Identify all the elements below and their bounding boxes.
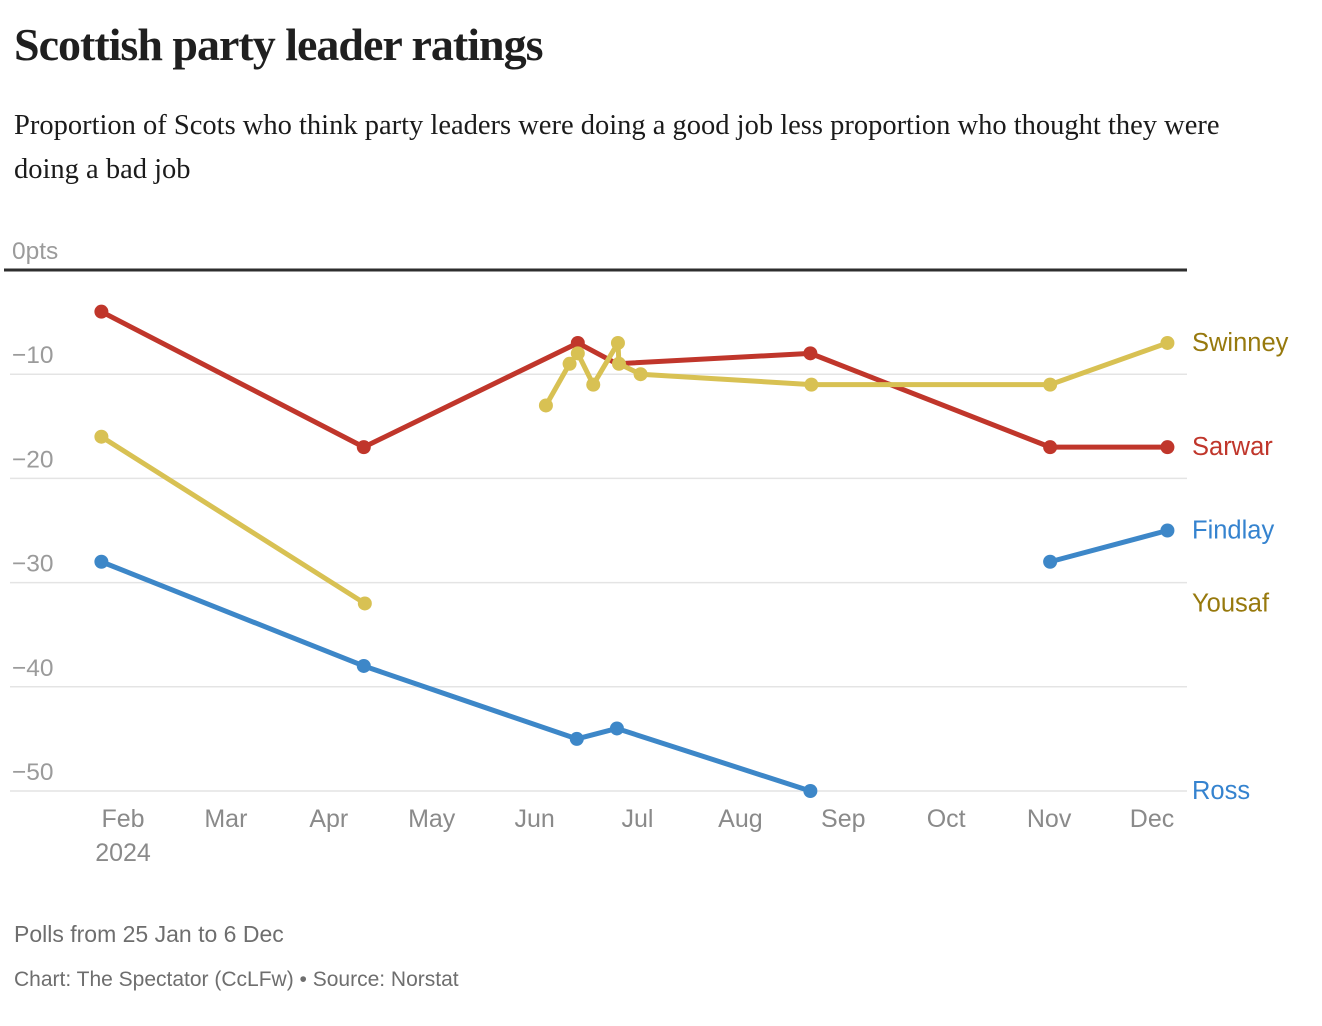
y-tick-label: −40 [12,655,54,682]
x-tick-label: Feb [101,805,144,833]
x-tick-label: Apr [309,805,348,833]
data-point-swinney [586,377,601,392]
series-line-ross [98,559,813,794]
x-tick-label: Jul [622,805,654,833]
data-point-ross [569,731,584,746]
series-label-yousaf: Yousaf [1192,589,1270,617]
series-label-findlay: Findlay [1192,517,1274,545]
data-point-swinney [633,367,648,382]
y-tick-label: −10 [12,342,54,369]
x-axis-year-label: 2024 [95,839,151,867]
data-point-swinney [611,356,626,371]
x-tick-label: Dec [1130,805,1174,833]
y-tick-label: −50 [12,759,54,786]
series-line-sarwar [98,309,1170,450]
y-tick-label: −30 [12,551,54,578]
line-chart: 0pts −10 −20 −30 −40 −50 Feb Mar Apr May Jun Jul Aug… [4,238,1289,867]
data-point-sarwar [356,440,371,455]
data-point-swinney [570,346,585,361]
data-point-ross [609,721,624,736]
data-point-swinney [1160,335,1175,350]
data-point-swinney [804,377,819,392]
series-line-yousaf [98,434,368,606]
x-tick-label: May [408,805,456,833]
data-point-sarwar [94,304,109,319]
data-point-sarwar [1160,440,1175,455]
data-point-findlay [1160,523,1175,538]
page-title: Scottish party leader ratings [14,19,544,70]
data-point-sarwar [803,346,818,361]
chart-credit-source: Chart: The Spectator (CcLFw) • Source: N… [14,968,459,991]
chart-subtitle: Proportion of Scots who think party lead… [14,110,1220,185]
polls-date-note: Polls from 25 Jan to 6 Dec [14,921,284,947]
series-label-sarwar: Sarwar [1192,433,1273,461]
y-tick-label: −20 [12,446,54,473]
x-tick-label: Nov [1027,805,1072,833]
data-point-sarwar [570,335,585,350]
x-tick-label: Mar [204,805,247,833]
data-point-yousaf [357,596,372,611]
data-point-swinney [610,335,625,350]
data-point-findlay [1043,554,1058,569]
data-point-swinney [562,356,577,371]
data-point-swinney [1043,377,1058,392]
x-tick-label: Oct [927,805,966,833]
data-point-sarwar [1043,440,1058,455]
data-point-yousaf [94,429,109,444]
series-label-swinney: Swinney [1192,329,1289,357]
x-tick-label: Sep [821,805,865,833]
data-point-ross [356,658,371,673]
x-tick-label: Aug [718,805,762,833]
data-point-ross [803,784,818,798]
y-tick-label: 0pts [12,238,58,265]
data-point-ross [94,554,109,569]
data-point-swinney [538,398,553,413]
series-label-ross: Ross [1192,777,1250,805]
x-tick-label: Jun [514,805,554,833]
series-line-findlay [1047,528,1170,565]
